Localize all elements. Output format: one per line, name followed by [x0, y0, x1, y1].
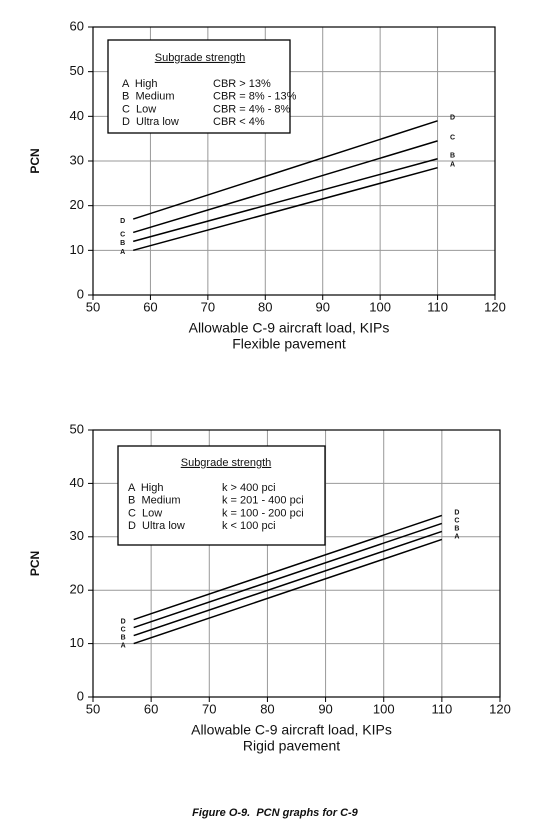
y-tick-label: 40 [70, 475, 84, 490]
plot-frame [92, 26, 496, 296]
x-tick-label: 50 [86, 701, 100, 716]
legend-box [107, 39, 291, 134]
series-label: D [120, 218, 125, 225]
series-label: B [120, 240, 125, 247]
plot-frame [92, 429, 501, 698]
series-line [133, 166, 438, 252]
y-tick-label: 30 [70, 152, 84, 167]
legend-row-text: C Low [128, 507, 162, 519]
legend-row-text: D Ultra low [128, 520, 185, 532]
x-tick-label: 100 [373, 701, 395, 716]
y-axis-label: PCN [28, 551, 42, 576]
series-label: C [454, 517, 459, 524]
series-label: A [120, 249, 125, 256]
legend-box [117, 445, 326, 546]
x-tick-label: 80 [260, 701, 274, 716]
x-tick-label: 120 [489, 701, 511, 716]
series-label: B [454, 525, 459, 532]
series-label: A [121, 642, 126, 649]
y-tick-label: 50 [70, 63, 84, 78]
series-label: D [121, 618, 126, 625]
series-label: B [121, 634, 126, 641]
x-tick-label: 120 [484, 299, 506, 314]
series-label: A [450, 162, 455, 169]
y-axis-label: PCN [28, 148, 42, 173]
legend-row-text: CBR > 13% [213, 78, 271, 90]
x-axis-sublabel: Rigid pavement [243, 738, 340, 754]
legend-title: Subgrade strength [181, 457, 272, 469]
legend-row-text: CBR = 8% - 13% [213, 91, 297, 103]
x-tick-label: 50 [86, 299, 100, 314]
x-tick-label: 60 [144, 701, 158, 716]
series-label: B [450, 153, 455, 160]
series-label: D [454, 509, 459, 516]
legend-row-text: k < 100 pci [222, 520, 276, 532]
y-tick-label: 20 [70, 582, 84, 597]
legend-row-text: D Ultra low [122, 116, 179, 128]
x-tick-label: 110 [427, 299, 448, 314]
series-label: C [450, 135, 455, 142]
legend-row-text: C Low [122, 103, 156, 115]
legend-row-text: k = 100 - 200 pci [222, 507, 304, 519]
x-tick-label: 70 [202, 701, 216, 716]
y-tick-label: 30 [70, 528, 84, 543]
x-axis-label: Allowable C-9 aircraft load, KIPs [189, 320, 390, 336]
legend-row-text: CBR = 4% - 8% [213, 103, 291, 115]
legend-row-text: A High [122, 78, 157, 90]
y-tick-label: 10 [70, 635, 84, 650]
series-label: C [121, 626, 126, 633]
x-tick-label: 110 [431, 701, 452, 716]
legend-row-text: k > 400 pci [222, 482, 276, 494]
series-line [133, 158, 438, 243]
y-tick-label: 10 [70, 242, 84, 257]
x-tick-label: 70 [201, 299, 215, 314]
legend-row-text: B Medium [128, 495, 181, 507]
legend-row-text: B Medium [122, 91, 175, 103]
x-tick-label: 90 [318, 701, 332, 716]
series-line [133, 530, 443, 637]
x-tick-label: 80 [258, 299, 272, 314]
x-axis-label: Allowable C-9 aircraft load, KIPs [191, 722, 392, 738]
legend-row-text: k = 201 - 400 pci [222, 495, 304, 507]
figure-caption: Figure O-9. PCN graphs for C-9 [192, 807, 359, 819]
series-label: A [454, 533, 459, 540]
y-tick-label: 50 [70, 421, 84, 436]
series-line [132, 120, 438, 220]
y-tick-label: 40 [70, 108, 84, 123]
y-tick-label: 60 [70, 18, 84, 33]
series-label: C [120, 231, 125, 238]
series-line [132, 140, 438, 234]
x-tick-label: 90 [315, 299, 329, 314]
legend-row-text: A High [128, 482, 163, 494]
y-tick-label: 0 [77, 286, 84, 301]
x-tick-label: 60 [143, 299, 157, 314]
series-line [133, 522, 443, 629]
x-tick-label: 100 [369, 299, 391, 314]
series-line [133, 514, 443, 621]
legend-title: Subgrade strength [155, 52, 246, 64]
legend-row-text: CBR < 4% [213, 116, 265, 128]
y-tick-label: 20 [70, 197, 84, 212]
series-label: D [450, 115, 455, 122]
y-tick-label: 0 [77, 688, 84, 703]
series-line [133, 538, 443, 645]
x-axis-sublabel: Flexible pavement [232, 336, 346, 352]
